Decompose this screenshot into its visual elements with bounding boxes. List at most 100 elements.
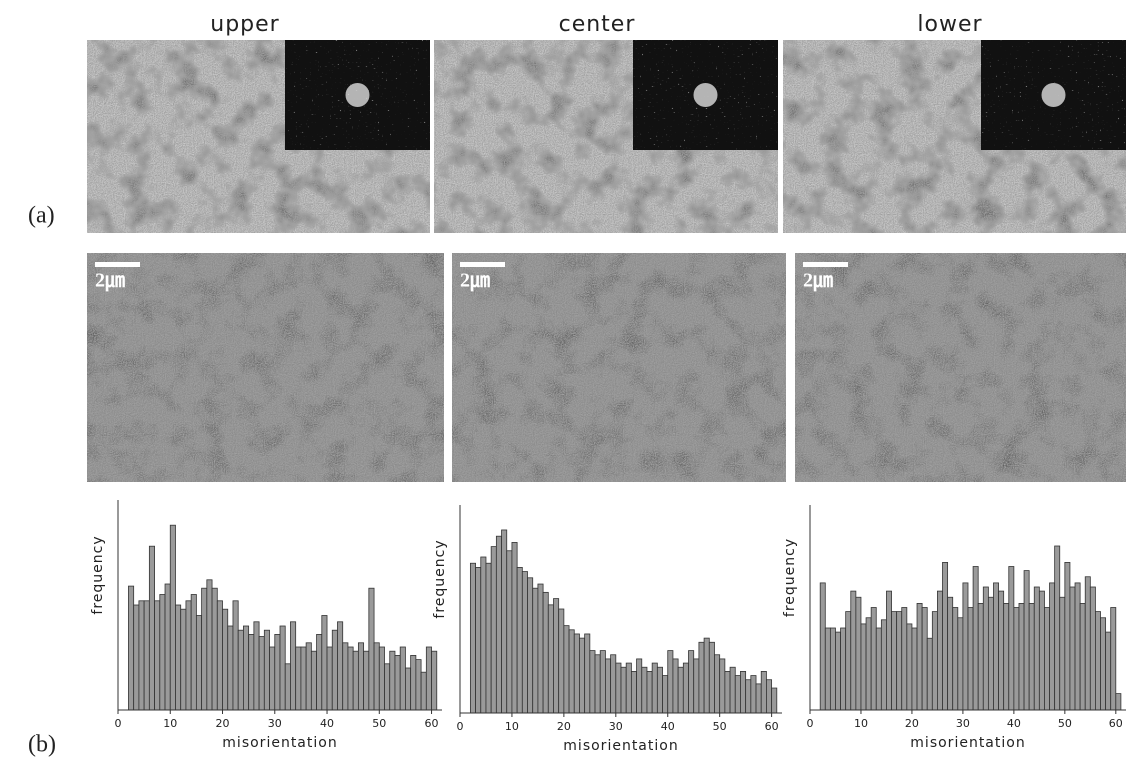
bar <box>1008 566 1015 711</box>
bar <box>211 587 218 711</box>
bar <box>982 586 989 711</box>
bar <box>698 641 705 714</box>
bar <box>154 600 161 711</box>
scale-bar-label: 2㎛ <box>95 270 125 292</box>
x-tick-label: 30 <box>956 717 970 730</box>
bar <box>579 637 586 714</box>
bar <box>682 662 689 714</box>
bar <box>594 654 601 714</box>
bar <box>641 666 648 714</box>
bar <box>1059 596 1066 711</box>
bar <box>1018 603 1025 711</box>
bar <box>469 562 476 714</box>
bar <box>143 600 150 711</box>
bar <box>420 671 427 711</box>
bar <box>506 550 513 714</box>
micrographs: 2㎛ 2㎛ 2㎛ <box>87 40 1126 482</box>
bar <box>931 611 938 711</box>
bar <box>605 658 612 714</box>
bar <box>745 679 752 714</box>
x-tick-label: 0 <box>807 717 814 730</box>
x-tick-label: 20 <box>905 717 919 730</box>
bar <box>693 658 700 714</box>
panel-label: (a) <box>28 203 55 229</box>
bar <box>415 659 422 711</box>
bar <box>724 671 731 714</box>
bar <box>962 582 969 711</box>
bar <box>232 600 239 711</box>
x-tick-label: 20 <box>216 717 230 730</box>
bar <box>175 604 182 711</box>
bar <box>133 604 140 711</box>
bar <box>636 658 643 714</box>
bar <box>410 655 417 711</box>
bar <box>840 627 847 711</box>
scale-bar <box>95 262 140 267</box>
bar <box>896 611 903 711</box>
bar <box>662 675 669 714</box>
ebsd-grain <box>795 253 1126 482</box>
bar <box>906 623 913 711</box>
bar <box>547 604 554 714</box>
bar <box>290 621 297 711</box>
x-axis-label: misorientation <box>222 735 337 751</box>
bar <box>672 658 679 714</box>
bar <box>942 562 949 711</box>
bar <box>490 546 497 714</box>
bar <box>620 666 627 714</box>
scale-bar-label: 2㎛ <box>460 270 490 292</box>
bar <box>1054 545 1061 711</box>
bar <box>521 571 528 714</box>
bar <box>916 603 923 711</box>
bar <box>148 545 155 711</box>
bar <box>305 642 312 711</box>
bar <box>516 567 523 714</box>
bar <box>190 594 197 711</box>
bar <box>485 562 492 714</box>
bar <box>886 590 892 711</box>
bar <box>1038 590 1045 711</box>
x-tick-label: 30 <box>268 717 282 730</box>
bar <box>677 666 684 714</box>
bar <box>1013 607 1020 711</box>
bar <box>164 583 171 711</box>
bar <box>532 587 539 714</box>
diffraction-center <box>1041 83 1066 107</box>
bar <box>1105 631 1112 711</box>
bar <box>378 646 385 711</box>
bar <box>708 641 715 714</box>
bar <box>216 600 223 711</box>
bar <box>750 675 757 714</box>
bar <box>855 596 862 711</box>
bar <box>237 629 244 711</box>
bar <box>1110 607 1117 711</box>
bar <box>310 650 317 711</box>
x-tick-label: 0 <box>457 720 464 733</box>
bar <box>563 625 570 714</box>
bar <box>967 607 974 711</box>
bar <box>357 642 365 711</box>
y-axis-label: frequency <box>90 535 106 614</box>
bar <box>1033 586 1040 711</box>
histograms: 0 10 20 30 40 50 60 misorientation frequency 0 10 2… <box>90 500 1126 754</box>
x-tick-label: 60 <box>1109 717 1123 730</box>
bar <box>1028 603 1035 711</box>
x-tick-label: 50 <box>372 717 386 730</box>
bar <box>734 675 741 714</box>
bar <box>527 577 534 714</box>
bar <box>274 634 281 711</box>
bar <box>977 603 984 711</box>
bar <box>667 650 674 714</box>
bar <box>972 566 979 711</box>
bar <box>1095 611 1101 711</box>
bar <box>321 615 328 711</box>
x-axis-label: misorientation <box>563 738 678 754</box>
bar <box>222 608 229 711</box>
bar <box>891 611 898 711</box>
bar <box>957 617 964 711</box>
scale-bar <box>803 262 848 267</box>
bar <box>766 679 773 714</box>
bar <box>589 650 596 714</box>
x-tick-label: 30 <box>609 720 623 733</box>
